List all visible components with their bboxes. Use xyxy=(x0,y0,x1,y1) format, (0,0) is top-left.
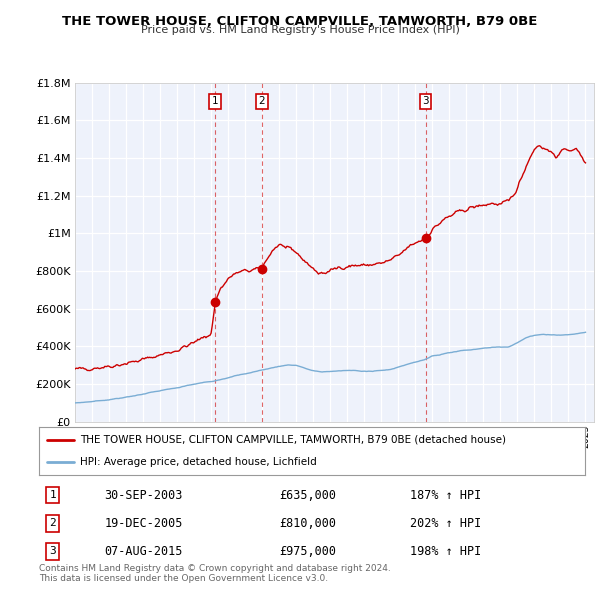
Text: 1: 1 xyxy=(212,96,218,106)
Text: This data is licensed under the Open Government Licence v3.0.: This data is licensed under the Open Gov… xyxy=(39,574,328,583)
Text: 187% ↑ HPI: 187% ↑ HPI xyxy=(410,489,482,502)
Text: Contains HM Land Registry data © Crown copyright and database right 2024.: Contains HM Land Registry data © Crown c… xyxy=(39,563,391,572)
Text: 198% ↑ HPI: 198% ↑ HPI xyxy=(410,545,482,558)
Text: 07-AUG-2015: 07-AUG-2015 xyxy=(104,545,183,558)
Text: £975,000: £975,000 xyxy=(279,545,336,558)
Text: £635,000: £635,000 xyxy=(279,489,336,502)
Text: THE TOWER HOUSE, CLIFTON CAMPVILLE, TAMWORTH, B79 0BE: THE TOWER HOUSE, CLIFTON CAMPVILLE, TAMW… xyxy=(62,15,538,28)
Text: THE TOWER HOUSE, CLIFTON CAMPVILLE, TAMWORTH, B79 0BE (detached house): THE TOWER HOUSE, CLIFTON CAMPVILLE, TAMW… xyxy=(80,435,506,445)
Text: 19-DEC-2005: 19-DEC-2005 xyxy=(104,517,183,530)
Text: 2: 2 xyxy=(49,518,56,528)
Text: £810,000: £810,000 xyxy=(279,517,336,530)
Text: HPI: Average price, detached house, Lichfield: HPI: Average price, detached house, Lich… xyxy=(80,457,317,467)
Text: 2: 2 xyxy=(259,96,265,106)
Text: 3: 3 xyxy=(422,96,429,106)
Text: 1: 1 xyxy=(49,490,56,500)
Text: 3: 3 xyxy=(49,546,56,556)
Text: 202% ↑ HPI: 202% ↑ HPI xyxy=(410,517,482,530)
Text: Price paid vs. HM Land Registry's House Price Index (HPI): Price paid vs. HM Land Registry's House … xyxy=(140,25,460,35)
Text: 30-SEP-2003: 30-SEP-2003 xyxy=(104,489,183,502)
